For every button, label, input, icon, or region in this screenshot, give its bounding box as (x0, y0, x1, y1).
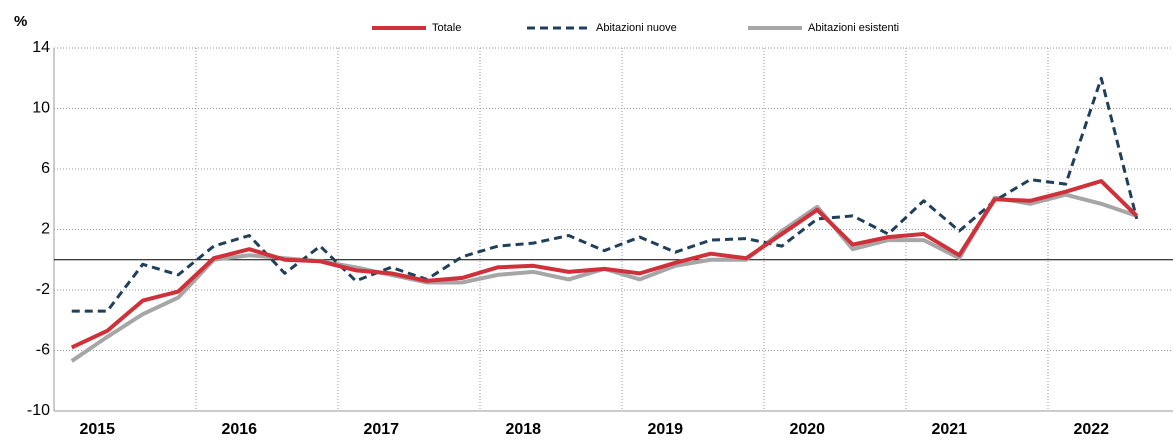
y-tick-label: 2 (41, 221, 50, 238)
series-line (70, 192, 1138, 363)
series-line (71, 76, 1139, 313)
y-tick-label: 6 (41, 160, 50, 177)
x-tick-label: 2020 (789, 421, 825, 438)
x-tick-label: 2018 (505, 421, 541, 438)
x-tick-label: 2016 (221, 421, 257, 438)
y-tick-label: -2 (36, 281, 50, 298)
x-tick-label: 2015 (79, 421, 115, 438)
legend-label: Totale (432, 22, 461, 34)
x-tick-label: 2022 (1073, 421, 1109, 438)
series-line (70, 179, 1139, 350)
legend-label: Abitazioni nuove (596, 22, 677, 34)
y-tick-label: -10 (27, 402, 50, 419)
x-tick-label: 2017 (363, 421, 399, 438)
y-unit: % (14, 13, 27, 30)
y-tick-label: 10 (32, 100, 50, 117)
x-tick-label: 2021 (931, 421, 967, 438)
y-tick-label: 14 (32, 39, 50, 56)
y-tick-label: -6 (36, 342, 50, 359)
x-tick-label: 2019 (647, 421, 683, 438)
legend-label: Abitazioni esistenti (808, 22, 899, 34)
